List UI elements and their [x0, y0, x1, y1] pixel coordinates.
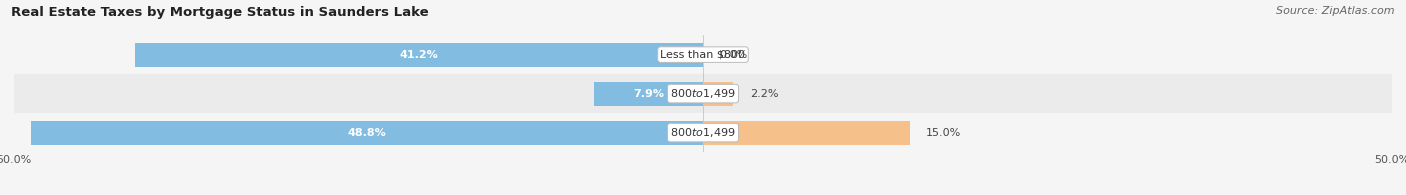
Text: 0.0%: 0.0% — [720, 50, 748, 60]
Text: Source: ZipAtlas.com: Source: ZipAtlas.com — [1277, 6, 1395, 16]
Bar — [703, 121, 910, 145]
Text: 48.8%: 48.8% — [347, 128, 387, 138]
Bar — [14, 35, 1392, 74]
Text: $800 to $1,499: $800 to $1,499 — [671, 126, 735, 139]
Text: 2.2%: 2.2% — [749, 89, 779, 99]
Bar — [14, 74, 1392, 113]
Bar — [31, 121, 703, 145]
Text: Less than $800: Less than $800 — [661, 50, 745, 60]
Text: Real Estate Taxes by Mortgage Status in Saunders Lake: Real Estate Taxes by Mortgage Status in … — [11, 6, 429, 19]
Bar — [14, 113, 1392, 152]
Text: 7.9%: 7.9% — [633, 89, 664, 99]
Bar — [595, 82, 703, 106]
Text: $800 to $1,499: $800 to $1,499 — [671, 87, 735, 100]
Text: 15.0%: 15.0% — [927, 128, 962, 138]
Bar — [135, 43, 703, 67]
Bar — [703, 82, 734, 106]
Text: 41.2%: 41.2% — [399, 50, 439, 60]
